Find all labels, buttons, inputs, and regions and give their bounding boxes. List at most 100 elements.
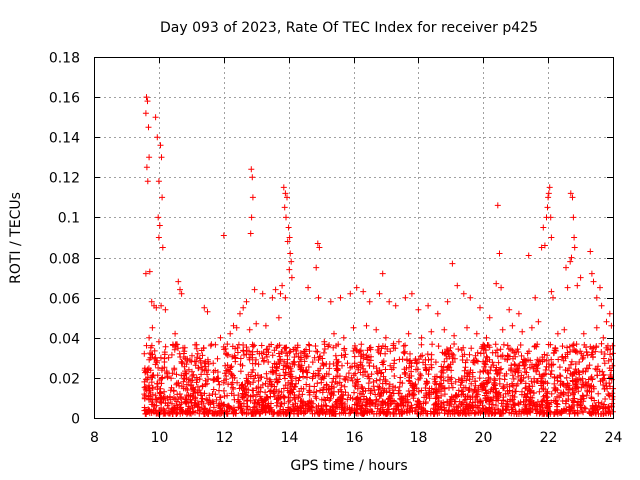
data-point [339,362,345,369]
data-point [151,347,158,354]
y-tick-label: 0 [71,412,80,428]
y-tick-label: 0.14 [49,131,80,147]
data-point [342,376,349,383]
data-point [378,369,385,376]
data-point [387,348,394,355]
data-point [479,380,486,387]
data-point [493,280,500,287]
data-point [539,385,546,392]
data-point [284,238,291,245]
data-point [544,380,551,387]
data-point [246,348,252,355]
data-point [162,343,169,350]
data-point [142,410,149,417]
data-point [493,366,500,373]
data-point [291,354,298,361]
data-point [156,222,163,229]
data-point [316,244,323,251]
data-point [418,341,425,348]
data-point [423,366,430,373]
data-point [178,394,185,400]
data-point [298,362,305,369]
data-point [454,282,461,289]
data-point [571,244,578,251]
data-point [441,358,448,365]
data-point [561,326,568,333]
data-point [199,395,206,402]
data-point [564,284,571,291]
data-point [276,372,283,379]
data-point [280,184,287,191]
data-point [204,308,211,315]
data-point [602,396,609,402]
data-point [415,306,422,313]
data-point [344,396,351,403]
data-point [330,375,337,382]
data-point [368,371,375,378]
data-point [155,234,162,241]
data-point [255,377,262,384]
data-point [472,382,479,389]
data-point [505,390,512,397]
data-point [336,379,343,386]
data-point [158,375,165,382]
data-point [288,274,295,281]
data-point [456,410,463,417]
data-point [151,355,158,362]
data-point [225,366,231,373]
data-point [319,389,326,396]
data-point [146,334,153,341]
x-tick-label: 22 [540,430,558,446]
data-point [532,343,539,349]
data-point [414,410,421,417]
data-point [173,371,180,378]
data-point [201,360,208,367]
data-point [543,390,550,397]
data-point [451,332,458,339]
data-point [305,284,312,291]
data-point [194,350,201,357]
data-point [367,344,374,351]
data-point [183,361,190,368]
data-point [364,347,371,354]
data-point [578,408,585,415]
data-point [392,302,399,309]
data-point [240,400,247,407]
data-point [235,404,242,411]
data-point [537,375,544,382]
data-point [530,365,537,372]
data-point [358,383,365,390]
data-point [398,401,405,408]
data-point [559,343,566,350]
data-point [315,367,322,374]
data-point [513,388,519,395]
data-point [311,410,318,417]
data-point [299,391,306,398]
data-point [486,344,493,351]
data-point [563,374,570,381]
data-points [141,94,616,417]
data-point [580,330,587,337]
data-point [545,194,552,201]
data-point [455,403,462,410]
data-point [155,178,162,185]
data-point [359,391,365,398]
data-point [482,361,489,368]
data-point [575,388,582,395]
data-point [559,408,566,415]
data-point [250,343,256,350]
data-point [401,369,408,376]
data-point [333,400,340,407]
data-point [584,387,591,394]
data-point [287,410,294,417]
data-point [241,352,247,358]
data-point [157,142,164,149]
data-point [341,347,348,354]
data-point [303,369,310,375]
data-point [229,384,236,391]
data-point [255,389,262,396]
data-point [517,342,524,348]
data-point [171,406,178,413]
data-point [492,341,499,348]
data-point [466,410,473,417]
